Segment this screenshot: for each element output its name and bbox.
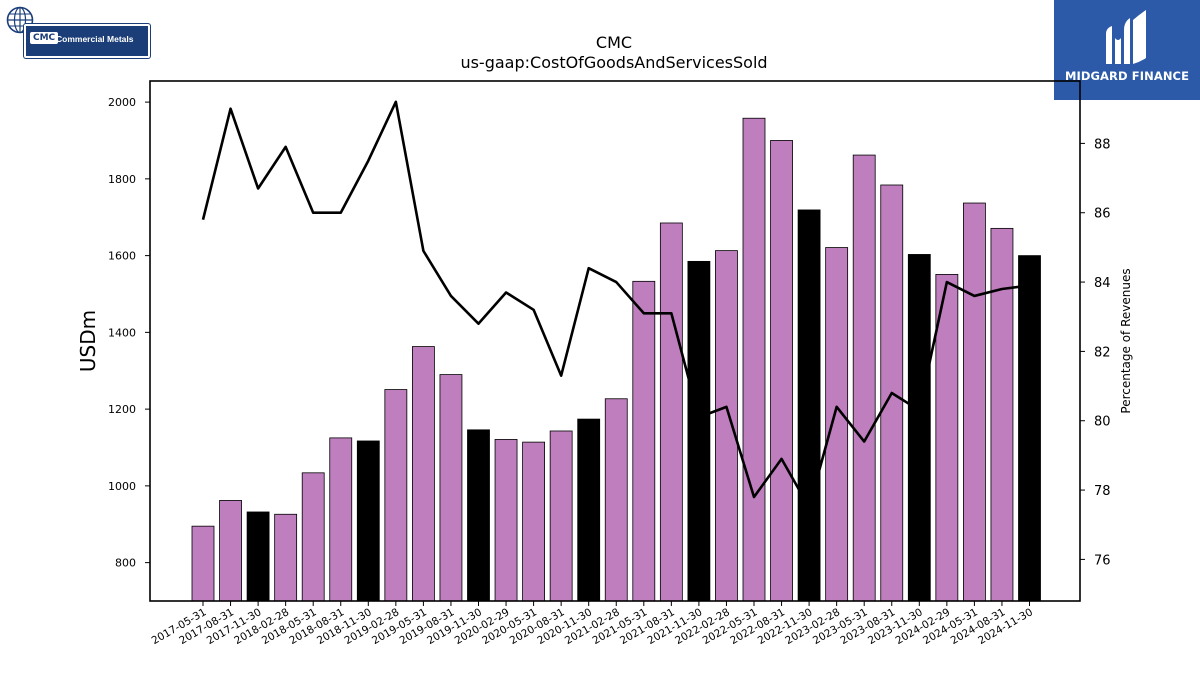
logo-company-name: Commercial Metals: [56, 34, 134, 44]
y-axis-label: USDm: [76, 310, 100, 372]
bar-2023-11-30: [907, 254, 931, 602]
right-axis-ticks: 76 78 80 82 84 86 88: [1080, 137, 1111, 568]
bar-2018-11-30: [356, 440, 380, 602]
bar-2023-02-28: [825, 247, 849, 602]
bar-2019-08-31: [439, 374, 463, 602]
bar-2021-11-30: [687, 260, 711, 602]
y2-tick-label: 84: [1094, 276, 1111, 291]
y2-tick-label: 76: [1094, 553, 1111, 568]
bar-2022-11-30: [797, 209, 821, 602]
y-tick-label: 2000: [108, 96, 136, 109]
y-tick-label: 1000: [108, 480, 136, 493]
bar-2022-08-31: [770, 140, 793, 602]
bar-2024-05-31: [963, 202, 986, 602]
bar-2022-02-28: [715, 250, 738, 602]
bar-2021-05-31: [632, 280, 656, 602]
chart-subtitle: us-gaap:CostOfGoodsAndServicesSold: [460, 53, 767, 72]
commercial-metals-logo: CMC Commercial Metals: [6, 6, 150, 58]
bar-2021-08-31: [659, 222, 683, 602]
y2-tick-label: 88: [1094, 137, 1111, 152]
y2-tick-label: 82: [1094, 345, 1111, 360]
y2-tick-label: 80: [1094, 415, 1111, 430]
bar-2020-02-29: [494, 439, 518, 602]
bar-2021-02-28: [604, 398, 628, 602]
bar-2018-08-31: [329, 437, 353, 602]
midgard-mark-icon: [1106, 10, 1146, 64]
y2-tick-label: 78: [1094, 484, 1111, 499]
y-tick-label: 1600: [108, 250, 136, 263]
bar-2019-11-30: [467, 429, 490, 602]
chart-title: CMC: [596, 33, 632, 52]
bar-2024-08-31: [990, 227, 1014, 602]
x-axis-ticks: 2017-05-312017-08-312017-11-302018-02-28…: [150, 601, 1035, 647]
bar-2017-11-30: [246, 511, 270, 602]
left-axis-ticks: 800 1000 1200 1400 1600 1800 2000: [108, 96, 150, 570]
bar-2018-05-31: [301, 472, 325, 602]
bar-2018-02-28: [274, 513, 298, 602]
y2-tick-label: 86: [1094, 207, 1111, 222]
plot-frame: [149, 80, 1081, 602]
bar-2024-11-30: [1018, 255, 1041, 602]
bar-2020-08-31: [549, 430, 573, 602]
y2-axis-label: Percentage of Revenues: [1119, 268, 1133, 413]
y-tick-label: 1200: [108, 403, 136, 416]
line-layer: [201, 100, 1030, 509]
midgard-finance-logo: MIDGARD FINANCE: [1054, 0, 1200, 100]
logo-abbreviation: CMC: [30, 32, 59, 44]
y-tick-label: 1400: [108, 326, 136, 339]
y-tick-label: 800: [115, 557, 136, 570]
bar-2017-05-31: [191, 525, 215, 602]
bar-2017-08-31: [219, 500, 242, 602]
logo-badge: CMC Commercial Metals: [24, 24, 150, 58]
bar-2020-05-31: [522, 441, 545, 602]
bar-2019-05-31: [411, 346, 435, 602]
bars-layer: [191, 117, 1041, 602]
y-tick-label: 1800: [108, 173, 136, 186]
bar-2019-02-28: [384, 389, 408, 602]
bar-2020-11-30: [577, 418, 601, 602]
bar-2023-05-31: [852, 154, 876, 602]
bar-2022-05-31: [742, 117, 766, 602]
midgard-logo-text: MIDGARD FINANCE: [1064, 69, 1190, 83]
percentage-of-revenues-line: [201, 100, 1030, 509]
